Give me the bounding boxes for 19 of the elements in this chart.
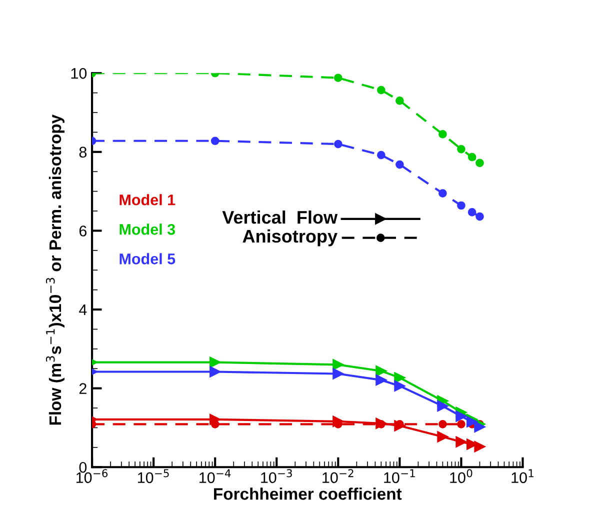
- x-tick-label: 10$^{−2}$: [322, 469, 354, 484]
- x-tick-label: 10$^{−1}$: [384, 469, 415, 484]
- y-tick-label: 8: [79, 146, 87, 158]
- y-axis-title: Flow (m$^{3}$s$^{−1}$)x10$^{−3}$ or Perm. anisotropy: [46, 114, 64, 425]
- x-tick-label: 10$^{1}$: [512, 469, 534, 484]
- y-tick-label: 6: [79, 226, 87, 236]
- y-tick-label: 2: [79, 383, 86, 394]
- y-tick-label: 4: [79, 304, 87, 316]
- x-tick-label: 10$^{−4}$: [200, 469, 231, 484]
- x-axis-title: Forchheimer coefficient: [214, 488, 402, 500]
- text: Model 3: [120, 224, 176, 235]
- annotation: Anisotropy: [242, 229, 338, 246]
- annotation: Vertical Flow: [222, 210, 338, 224]
- text: Model 5: [120, 253, 176, 264]
- y-tick-label: 10: [71, 68, 87, 79]
- x-tick-label: 10$^{0}$: [450, 469, 472, 484]
- text: Model 1: [120, 194, 176, 206]
- x-tick-label: 10$^{−5}$: [138, 469, 169, 484]
- x-tick-label: 10$^{−3}$: [261, 469, 292, 484]
